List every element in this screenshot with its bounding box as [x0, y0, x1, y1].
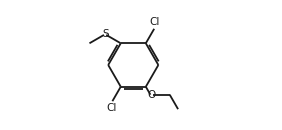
Text: O: O [147, 90, 155, 100]
Text: S: S [102, 29, 109, 39]
Text: Cl: Cl [150, 17, 160, 27]
Text: Cl: Cl [107, 103, 117, 113]
